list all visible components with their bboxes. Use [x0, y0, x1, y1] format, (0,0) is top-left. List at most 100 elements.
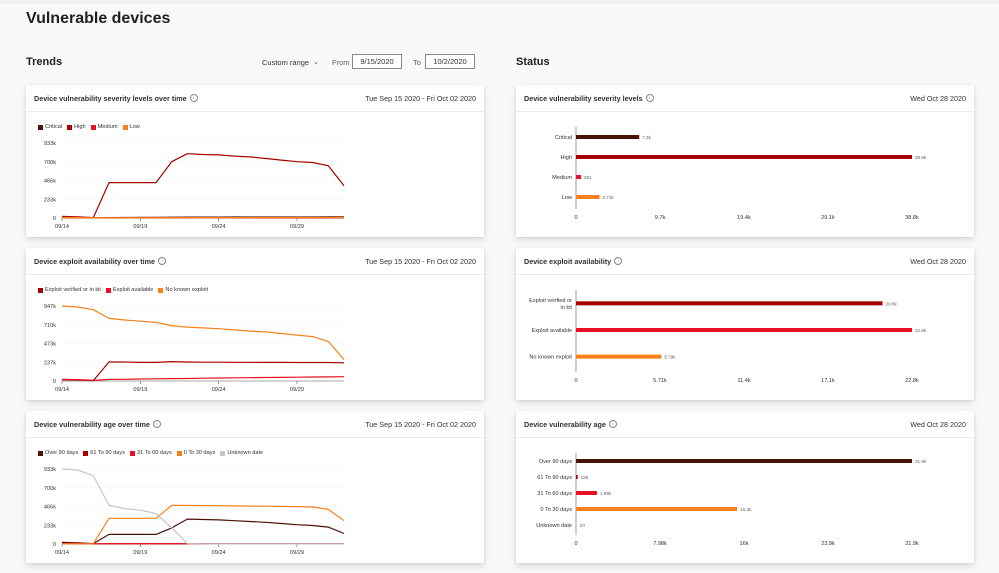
- legend-swatch: [122, 124, 128, 130]
- card-title: Device vulnerability severity levels ove…: [34, 94, 198, 103]
- info-icon[interactable]: i: [608, 420, 617, 428]
- bar-over-90-days: [576, 459, 912, 463]
- from-date-input[interactable]: 9/15/2020: [352, 54, 402, 69]
- x-tick-label: 31.9k: [905, 541, 919, 547]
- category-label: Medium: [552, 175, 572, 181]
- bar-value-label: 7.3k: [642, 135, 651, 140]
- legend-label: Medium: [97, 124, 118, 130]
- legend-swatch: [220, 450, 226, 456]
- x-tick-label: 09/29: [290, 550, 304, 556]
- to-date-input[interactable]: 10/2/2020: [425, 54, 475, 69]
- legend-item-high[interactable]: High: [67, 124, 86, 130]
- legend-item-medium[interactable]: Medium: [90, 124, 118, 130]
- legend-item-31-to-60-days[interactable]: 31 To 60 days: [130, 450, 172, 456]
- legend-swatch: [38, 124, 43, 130]
- y-tick-label: 466k: [44, 179, 56, 185]
- bar-0-to-30-days: [576, 507, 738, 511]
- x-tick-label: 09/14: [55, 387, 69, 393]
- x-tick-label: 09/19: [133, 550, 147, 556]
- x-tick-label: 23.9k: [821, 541, 835, 547]
- category-label: 31 To 60 days: [537, 491, 572, 497]
- x-tick-label: 17.1k: [821, 378, 835, 384]
- bar-value-label: 159: [581, 475, 589, 480]
- y-tick-label: 700k: [44, 486, 56, 492]
- status-card-severity: Device vulnerability severity levels i We…: [516, 85, 974, 237]
- info-icon[interactable]: i: [189, 94, 198, 102]
- x-tick-label: 09/14: [55, 550, 69, 556]
- legend-swatch: [158, 287, 164, 293]
- y-tick-label: 710k: [44, 323, 56, 329]
- y-tick-label: 700k: [44, 160, 56, 166]
- card-header: Device exploit availability over time i T…: [26, 248, 484, 275]
- legend-label: Exploit available: [112, 287, 154, 293]
- bar-medium: [576, 175, 582, 179]
- info-icon[interactable]: i: [152, 420, 161, 428]
- card-title: Device vulnerability severity levels i: [524, 94, 654, 103]
- y-tick-label: 233k: [44, 197, 56, 203]
- legend-item-over-90-days[interactable]: Over 90 days: [38, 450, 78, 456]
- legend-swatch: [38, 450, 43, 456]
- category-label: in kit: [560, 305, 572, 311]
- custom-range-dropdown[interactable]: Custom range ⌄: [262, 54, 319, 70]
- bar-unknown-date: [576, 523, 577, 527]
- bar-value-label: 2.71k: [602, 195, 614, 200]
- bar-value-label: 22.8k: [915, 328, 927, 333]
- legend-label: 61 To 90 days: [90, 450, 126, 456]
- page-title: Vulnerable devices: [26, 10, 171, 27]
- legend-item-unknown-date[interactable]: Unknown date: [220, 450, 263, 456]
- legend-label: Exploit verified or in kit: [45, 287, 101, 293]
- bar-value-label: 20: [580, 523, 586, 528]
- x-tick-label: 09/14: [55, 224, 69, 230]
- x-tick-label: 22.8k: [905, 378, 919, 384]
- x-tick-label: 16k: [739, 541, 748, 547]
- bar-value-label: 1.99k: [600, 491, 612, 496]
- info-icon[interactable]: i: [645, 94, 654, 102]
- legend-swatch: [105, 287, 111, 293]
- x-tick-label: 0: [574, 215, 577, 221]
- chevron-down-icon: ⌄: [313, 59, 319, 66]
- bar-value-label: 591: [584, 175, 592, 180]
- legend-item-0-to-30-days[interactable]: 0 To 30 days: [176, 450, 216, 456]
- legend-item-no-known-exploit[interactable]: No known exploit: [158, 287, 208, 293]
- trend-card-age: Device vulnerability age over time i Tue …: [26, 411, 484, 563]
- category-label: Exploit verified or: [529, 298, 572, 304]
- y-tick-label: 947k: [44, 304, 56, 310]
- x-tick-label: 09/29: [290, 387, 304, 393]
- category-label: Exploit available: [532, 328, 572, 334]
- card-date-range: Tue Sep 15 2020 - Fri Oct 02 2020: [365, 257, 476, 266]
- legend-item-critical[interactable]: Critical: [38, 124, 62, 130]
- bar-exploit-available: [576, 328, 912, 332]
- legend-label: 0 To 30 days: [183, 450, 216, 456]
- chart-legend: Over 90 days 61 To 90 days 31 To 60 days 0 …: [38, 450, 268, 456]
- category-label: 0 To 30 days: [540, 507, 572, 513]
- legend-item-exploit-available[interactable]: Exploit available: [105, 287, 154, 293]
- chart-legend: Critical High Medium Low: [38, 124, 145, 130]
- card-title: Device vulnerability age over time i: [34, 420, 161, 429]
- legend-label: High: [74, 124, 86, 130]
- x-tick-label: 09/29: [290, 224, 304, 230]
- bar-value-label: 20.8k: [886, 301, 898, 306]
- x-tick-label: 7.98k: [653, 541, 667, 547]
- card-title: Device vulnerability age i: [524, 420, 617, 429]
- bar-value-label: 31.9k: [915, 459, 927, 464]
- y-tick-label: 473k: [44, 342, 56, 348]
- top-divider: [0, 0, 999, 4]
- legend-item-low[interactable]: Low: [122, 124, 140, 130]
- bar-exploit-verified-or-in-kit: [576, 301, 883, 306]
- bar-value-label: 15.3k: [740, 507, 752, 512]
- info-icon[interactable]: i: [158, 257, 167, 265]
- info-icon[interactable]: i: [614, 257, 623, 265]
- card-date: Wed Oct 28 2020: [910, 257, 966, 266]
- legend-item-exploit-verified-or-in-kit[interactable]: Exploit verified or in kit: [38, 287, 101, 293]
- trends-title: Trends: [26, 56, 63, 68]
- legend-label: No known exploit: [165, 287, 209, 293]
- legend-label: Critical: [45, 124, 63, 130]
- legend-swatch: [176, 450, 182, 456]
- x-tick-label: 38.8k: [905, 215, 919, 221]
- bar-31-to-60-days: [576, 491, 597, 495]
- bar-value-label: 5.79k: [664, 355, 676, 360]
- legend-item-61-to-90-days[interactable]: 61 To 90 days: [83, 450, 125, 456]
- category-label: Critical: [555, 135, 572, 141]
- bar-high: [576, 155, 912, 159]
- category-label: No known exploit: [529, 355, 572, 361]
